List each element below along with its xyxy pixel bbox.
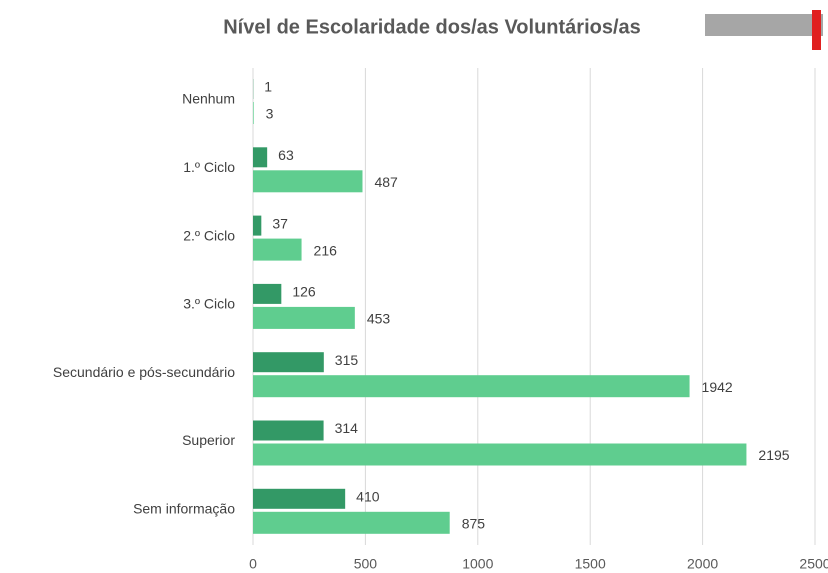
data-label: 37: [272, 215, 288, 231]
data-label: 126: [292, 284, 316, 300]
data-label: 63: [278, 147, 294, 163]
x-tick-label: 1000: [462, 556, 493, 572]
y-tick-label: 3.º Ciclo: [183, 296, 235, 312]
data-label: 453: [367, 311, 391, 327]
y-tick-label: 2.º Ciclo: [183, 227, 235, 243]
legend-decoration: [705, 10, 823, 50]
bar: [253, 170, 363, 193]
x-tick-label: 1500: [575, 556, 606, 572]
bar: [253, 352, 324, 373]
chart-title: Nível de Escolaridade dos/as Voluntários…: [223, 16, 641, 38]
x-tick-label: 0: [249, 556, 257, 572]
bar: [253, 375, 690, 398]
data-label: 216: [314, 242, 338, 258]
x-tick-label: 500: [354, 556, 378, 572]
data-label: 3: [266, 106, 274, 122]
data-label: 410: [356, 489, 380, 505]
decor-marker: [812, 10, 821, 50]
bar: [253, 102, 254, 124]
y-tick-label: Secundário e pós-secundário: [53, 364, 235, 380]
bar: [253, 147, 268, 168]
bar: [253, 306, 355, 329]
bar: [253, 488, 346, 509]
data-label: 875: [462, 516, 486, 532]
bar: [253, 420, 324, 441]
data-label: 314: [335, 420, 359, 436]
data-label: 2195: [758, 447, 789, 463]
bar: [253, 283, 282, 304]
data-label: 1: [264, 79, 272, 95]
bar: [253, 443, 747, 466]
bar: [253, 215, 262, 236]
data-label: 315: [335, 352, 359, 368]
y-tick-label: Superior: [182, 432, 235, 448]
decor-bar: [705, 14, 823, 36]
y-tick-label: 1.º Ciclo: [183, 159, 235, 175]
data-label: 1942: [702, 379, 733, 395]
y-tick-label: Sem informação: [133, 501, 235, 517]
y-tick-label: Nenhum: [182, 91, 235, 107]
bar: [253, 238, 302, 261]
bar: [253, 511, 450, 534]
x-tick-label: 2500: [799, 556, 828, 572]
x-tick-label: 2000: [687, 556, 718, 572]
data-label: 487: [374, 174, 398, 190]
